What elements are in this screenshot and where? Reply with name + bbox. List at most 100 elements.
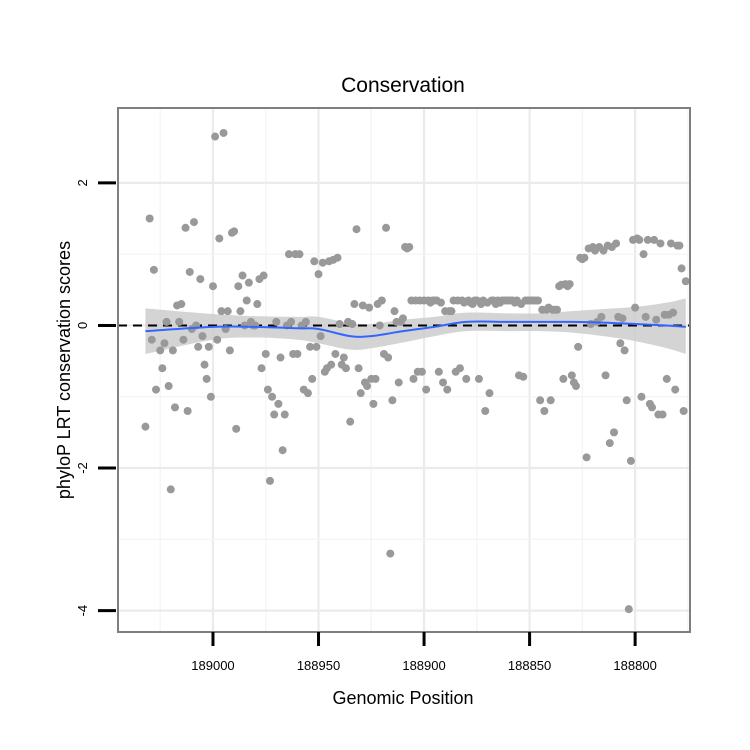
data-point	[308, 374, 317, 383]
data-point	[238, 271, 247, 280]
y-tick-label: -4	[75, 605, 90, 617]
data-point	[605, 439, 614, 448]
x-tick-label: 188900	[402, 658, 445, 673]
data-point	[259, 271, 268, 280]
data-point	[219, 128, 228, 137]
data-point	[306, 342, 315, 351]
data-point	[546, 396, 555, 405]
data-point	[333, 253, 342, 262]
data-point	[147, 335, 156, 344]
data-point	[215, 234, 224, 243]
data-point	[156, 346, 165, 355]
data-point	[580, 253, 589, 262]
data-point	[618, 314, 627, 323]
data-point	[211, 132, 220, 141]
data-point	[278, 446, 287, 455]
data-point	[346, 417, 355, 426]
data-point	[553, 305, 562, 314]
data-point	[567, 371, 576, 380]
data-point	[388, 396, 397, 405]
data-point	[263, 385, 272, 394]
data-point	[265, 476, 274, 485]
data-point	[601, 371, 610, 380]
data-point	[261, 349, 270, 358]
data-point	[365, 303, 374, 312]
x-tick-label: 188850	[508, 658, 551, 673]
data-point	[253, 300, 262, 309]
data-point	[643, 235, 652, 244]
data-point	[168, 346, 177, 355]
data-point	[352, 225, 361, 234]
x-tick-label: 188950	[297, 658, 340, 673]
data-point	[335, 320, 344, 329]
data-point	[652, 315, 661, 324]
data-point	[658, 410, 667, 419]
data-point	[354, 364, 363, 373]
data-point	[181, 223, 190, 232]
data-point	[251, 321, 260, 330]
data-point	[474, 374, 483, 383]
data-point	[656, 239, 665, 248]
data-point	[177, 300, 186, 309]
data-point	[363, 382, 372, 391]
data-point	[301, 317, 310, 326]
data-point	[312, 342, 321, 351]
data-point	[356, 389, 365, 398]
data-point	[405, 243, 414, 252]
confidence-band-area	[145, 298, 686, 354]
data-point	[316, 332, 325, 341]
data-point	[371, 374, 380, 383]
data-point	[612, 239, 621, 248]
data-point	[631, 303, 640, 312]
data-point	[141, 422, 150, 431]
data-point	[436, 298, 445, 307]
data-point	[206, 392, 215, 401]
data-point	[244, 278, 253, 287]
grid-lines	[118, 108, 690, 632]
data-point	[620, 346, 629, 355]
data-point	[624, 605, 633, 614]
data-point	[422, 385, 431, 394]
data-point	[455, 364, 464, 373]
data-point	[574, 342, 583, 351]
data-point	[540, 406, 549, 415]
data-point	[375, 321, 384, 330]
data-point	[348, 320, 357, 329]
data-point	[417, 367, 426, 376]
data-point	[622, 396, 631, 405]
data-point	[164, 382, 173, 391]
data-point	[225, 346, 234, 355]
y-axis-title: phyloP LRT conservation scores	[54, 241, 74, 499]
x-tick-label: 189000	[191, 658, 234, 673]
data-point	[350, 300, 359, 309]
data-point	[648, 403, 657, 412]
data-point	[582, 453, 591, 462]
data-point	[358, 301, 367, 310]
data-point	[481, 406, 490, 415]
data-point	[390, 307, 399, 316]
data-point	[293, 349, 302, 358]
data-point	[170, 403, 179, 412]
data-point	[443, 385, 452, 394]
data-point	[669, 308, 678, 317]
data-point	[462, 374, 471, 383]
data-point	[185, 267, 194, 276]
data-points	[141, 128, 690, 614]
chart-title: Conservation	[341, 74, 465, 97]
data-point	[667, 239, 676, 248]
data-point	[295, 250, 304, 259]
data-point	[223, 307, 232, 316]
data-point	[196, 275, 205, 284]
data-point	[198, 332, 207, 341]
data-point	[559, 374, 568, 383]
data-point	[597, 312, 606, 321]
data-point	[331, 349, 340, 358]
data-point	[194, 342, 203, 351]
data-point	[232, 424, 241, 433]
data-point	[234, 282, 243, 291]
data-point	[145, 214, 154, 223]
y-tick-label: 0	[75, 322, 90, 329]
data-point	[639, 250, 648, 259]
data-point	[166, 485, 175, 494]
data-point	[272, 317, 281, 326]
